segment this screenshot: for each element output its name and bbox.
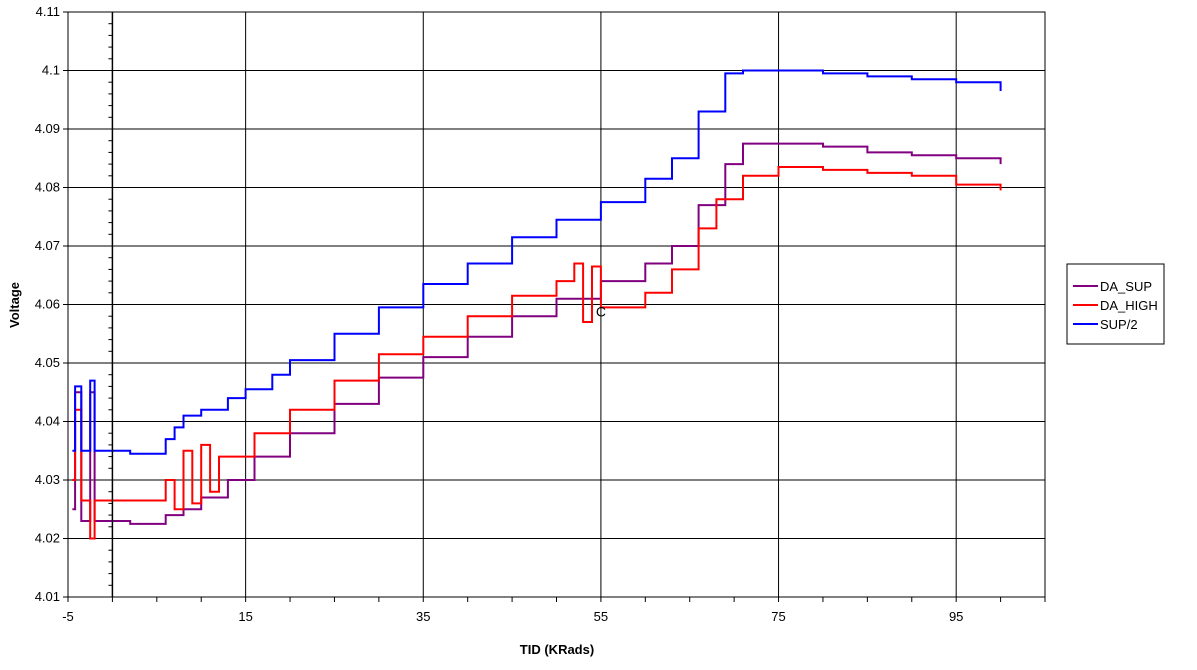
series-line-da-high	[72, 166, 1002, 540]
y-tick-label: 4.1	[42, 63, 60, 78]
x-tick-label: 55	[594, 609, 608, 624]
x-axis-title: TID (KRads)	[520, 642, 594, 657]
x-tick-label: -5	[62, 609, 74, 624]
legend-label: DA_HIGH	[1100, 298, 1158, 313]
x-tick-label: 15	[238, 609, 252, 624]
legend-label: DA_SUP	[1100, 279, 1152, 294]
series-line-da-sup	[72, 142, 1002, 525]
y-tick-label: 4.06	[35, 297, 60, 312]
y-tick-label: 4.08	[35, 180, 60, 195]
y-tick-label: 4.11	[36, 4, 60, 19]
series-lines	[72, 69, 1002, 540]
axes	[63, 11, 1046, 602]
y-tick-label: 4.02	[35, 531, 60, 546]
x-tick-label: 75	[771, 609, 785, 624]
y-tick-label: 4.03	[35, 472, 60, 487]
annotation-label: C	[596, 304, 606, 320]
x-tick-label: 35	[416, 609, 430, 624]
x-tick-label: 95	[949, 609, 963, 624]
series-line-sup-2	[72, 69, 1002, 455]
y-tick-label: 4.01	[35, 589, 60, 604]
y-tick-label: 4.07	[35, 238, 60, 253]
y-tick-label: 4.09	[35, 121, 60, 136]
legend: DA_SUP DA_HIGH SUP/2	[1066, 263, 1165, 345]
tick-labels: -5 15 35 55 75 95 4.01 4.02 4.03 4.04 4.05 4.06 4.07…	[35, 4, 964, 624]
y-axis-title: Voltage	[7, 282, 22, 328]
y-tick-label: 4.04	[35, 414, 60, 429]
y-tick-label: 4.05	[35, 355, 60, 370]
legend-label: SUP/2	[1100, 317, 1138, 332]
